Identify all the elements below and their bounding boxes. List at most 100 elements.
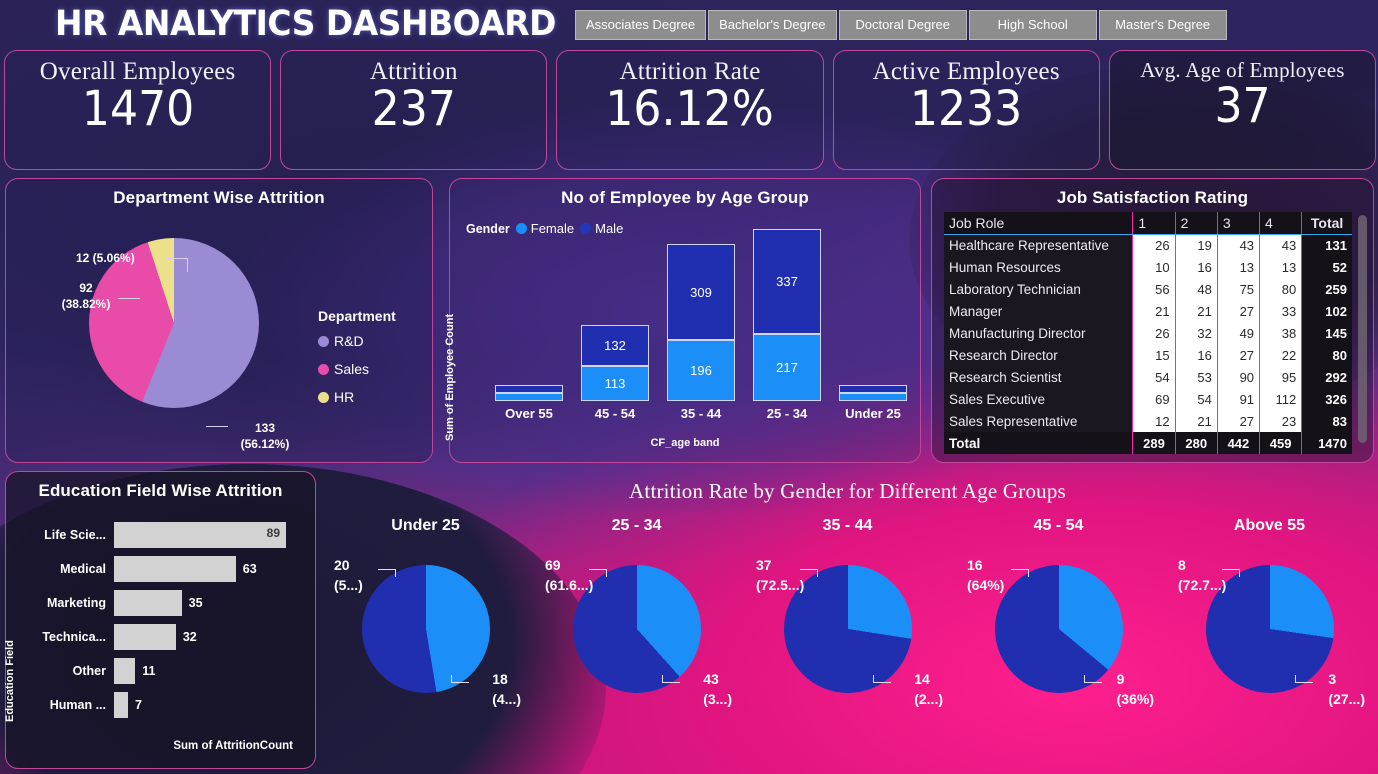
- education-bar-value: 32: [182, 630, 197, 644]
- bar-segment-female[interactable]: 113: [581, 365, 649, 401]
- pie-legend-item-sales[interactable]: Sales: [318, 361, 396, 377]
- filter-button-0[interactable]: Associates Degree: [575, 10, 707, 40]
- bar-segment-male[interactable]: 337: [753, 229, 821, 334]
- table-column-header-5[interactable]: Total: [1301, 212, 1352, 235]
- table-row[interactable]: Research Scientist 54 53 90 95 292: [944, 366, 1352, 388]
- donut-chart-3[interactable]: [994, 565, 1123, 693]
- table-column-header-3[interactable]: 3: [1216, 212, 1260, 235]
- education-bar[interactable]: 89: [114, 522, 286, 548]
- donut-caption-2: 35 - 44: [822, 517, 873, 534]
- table-row[interactable]: Manager 21 21 27 33 102: [944, 300, 1352, 322]
- pie-legend-item-rd[interactable]: R&D: [318, 333, 396, 349]
- bar-column-2[interactable]: 309 196 35 - 44: [658, 241, 744, 421]
- education-bar[interactable]: [114, 556, 236, 582]
- bar-segment-male[interactable]: [495, 385, 563, 393]
- table-scrollbar[interactable]: [1358, 213, 1367, 449]
- table-row[interactable]: Sales Representative 12 21 27 23 83: [944, 410, 1352, 432]
- education-x-axis-title: Sum of AttritionCount: [173, 740, 293, 752]
- education-bar-row-1[interactable]: Medical 63: [34, 552, 312, 586]
- education-bar[interactable]: [114, 658, 136, 684]
- table-cell-rating-1: 69: [1132, 388, 1176, 410]
- table-row[interactable]: Manufacturing Director 26 32 49 38 145: [944, 322, 1352, 344]
- table-cell-rating-2: 16: [1174, 256, 1218, 278]
- table-cell-role: Sales Representative: [944, 410, 1133, 432]
- table-row[interactable]: Healthcare Representative 26 19 43 43 131: [944, 234, 1352, 256]
- kpi-label-4: Avg. Age of Employees: [1140, 58, 1345, 82]
- table-cell-rating-3: 75: [1216, 278, 1260, 300]
- education-bar-row-0[interactable]: Life Scie... 89: [34, 518, 312, 552]
- donut-label-male-4: 8 (72.7...): [1178, 555, 1226, 596]
- donut-cell-1: 25 - 34 69 (61.6...) 43 (3...): [531, 517, 742, 767]
- legend-item-male[interactable]: Male: [580, 221, 623, 236]
- table-row[interactable]: Laboratory Technician 56 48 75 80 259: [944, 278, 1352, 300]
- bar-segment-male[interactable]: 132: [581, 324, 649, 366]
- donut-chart-1[interactable]: [572, 565, 701, 693]
- pie-label-rd: 133 (56.12%): [240, 421, 290, 452]
- education-bar[interactable]: [114, 692, 128, 718]
- pie-leader-rd: [206, 426, 228, 427]
- table-cell-rating-1: 21: [1132, 300, 1176, 322]
- education-bar-row-4[interactable]: Other 11: [34, 654, 312, 688]
- table-cell-rating-2: 53: [1174, 366, 1218, 388]
- legend-item-female[interactable]: Female: [515, 221, 574, 236]
- donut-chart-4[interactable]: [1205, 565, 1334, 693]
- bar-column-3[interactable]: 337 217 25 - 34: [744, 229, 830, 421]
- bar-stack: [839, 385, 907, 401]
- donut-chart-2[interactable]: [783, 565, 912, 693]
- donut-section-title: Attrition Rate by Gender for Different A…: [629, 479, 1066, 503]
- table-cell-rating-4: 22: [1259, 344, 1302, 366]
- bar-column-1[interactable]: 132 113 45 - 54: [572, 241, 658, 421]
- bar-segment-female[interactable]: 217: [753, 333, 821, 401]
- pie-label-hr: 12 (5.06%): [76, 251, 135, 265]
- table-row[interactable]: Research Director 15 16 27 22 80: [944, 344, 1352, 366]
- donut-hole: [606, 598, 668, 660]
- legend-color-swatch: [318, 391, 329, 403]
- table-scrollbar-thumb[interactable]: [1358, 215, 1367, 443]
- job-satisfaction-table: Job Role 1 2 3 4 Total Healthcare Representat…: [944, 212, 1352, 454]
- kpi-card-4: Avg. Age of Employees 37: [1108, 50, 1377, 170]
- donut-hole: [1239, 598, 1301, 660]
- donut-chart-row: Under 25 20 (5...) 18 (4...) 25 - 34 69 (61.6..…: [320, 517, 1375, 767]
- table-column-header-1[interactable]: 1: [1132, 212, 1176, 235]
- bar-segment-female[interactable]: 196: [667, 340, 735, 401]
- education-bar[interactable]: [114, 590, 182, 616]
- pie-legend-item-hr[interactable]: HR: [318, 389, 396, 405]
- education-bar[interactable]: [114, 624, 176, 650]
- education-bar-row-3[interactable]: Technica... 32: [34, 620, 312, 654]
- filter-button-1[interactable]: Bachelor's Degree: [708, 10, 837, 40]
- bar-segment-female[interactable]: [495, 393, 563, 401]
- education-y-axis-title: Education Field: [4, 640, 16, 722]
- bar-segment-male[interactable]: [839, 385, 907, 393]
- table-column-header-2[interactable]: 2: [1174, 212, 1218, 235]
- education-field-wise-attrition-card: Education Field Wise Attrition Education…: [4, 471, 316, 769]
- bar-column-0[interactable]: Over 55: [486, 241, 572, 421]
- bar-segment-female[interactable]: [839, 393, 907, 401]
- table-total-rating-4: 459: [1259, 432, 1302, 454]
- bar-column-4[interactable]: Under 25: [830, 241, 916, 421]
- pie-chart-graphic[interactable]: [89, 238, 259, 408]
- donut-male-pct: (72.5...): [756, 577, 805, 594]
- donut-leader-male-2: [800, 569, 818, 577]
- filter-button-4[interactable]: Master's Degree: [1098, 10, 1227, 40]
- donut-female-pct: (27...): [1328, 691, 1365, 708]
- filter-button-2[interactable]: Doctoral Degree: [838, 10, 967, 40]
- table-cell-rating-3: 13: [1216, 256, 1260, 278]
- table-column-header-4[interactable]: 4: [1259, 212, 1302, 235]
- donut-cell-4: Above 55 8 (72.7...) 3 (27...): [1164, 517, 1375, 767]
- table-row[interactable]: Sales Executive 69 54 91 112 326: [944, 388, 1352, 410]
- bar-segment-male[interactable]: 309: [667, 244, 735, 341]
- education-bar-row-2[interactable]: Marketing 35: [34, 586, 312, 620]
- filter-button-3[interactable]: High School: [968, 10, 1097, 40]
- education-bar-row-5[interactable]: Human ... 7: [34, 688, 312, 722]
- pie-leader-hr-2: [187, 258, 188, 272]
- donut-chart-0[interactable]: [361, 565, 490, 693]
- table-row[interactable]: Human Resources 10 16 13 13 52: [944, 256, 1352, 278]
- donut-female-value: 14: [914, 671, 930, 687]
- table-column-header-0[interactable]: Job Role: [944, 212, 1133, 235]
- education-bars: Life Scie... 89 Medical 63 Marketing 35 Techni…: [34, 518, 312, 722]
- donut-male-value: 8: [1178, 557, 1186, 573]
- table-cell-role: Human Resources: [944, 256, 1133, 278]
- education-bar-value: 35: [188, 596, 203, 610]
- job-satisfaction-table-wrapper: Job Role 1 2 3 4 Total Healthcare Representat…: [944, 212, 1352, 454]
- legend-color-swatch: [318, 335, 329, 347]
